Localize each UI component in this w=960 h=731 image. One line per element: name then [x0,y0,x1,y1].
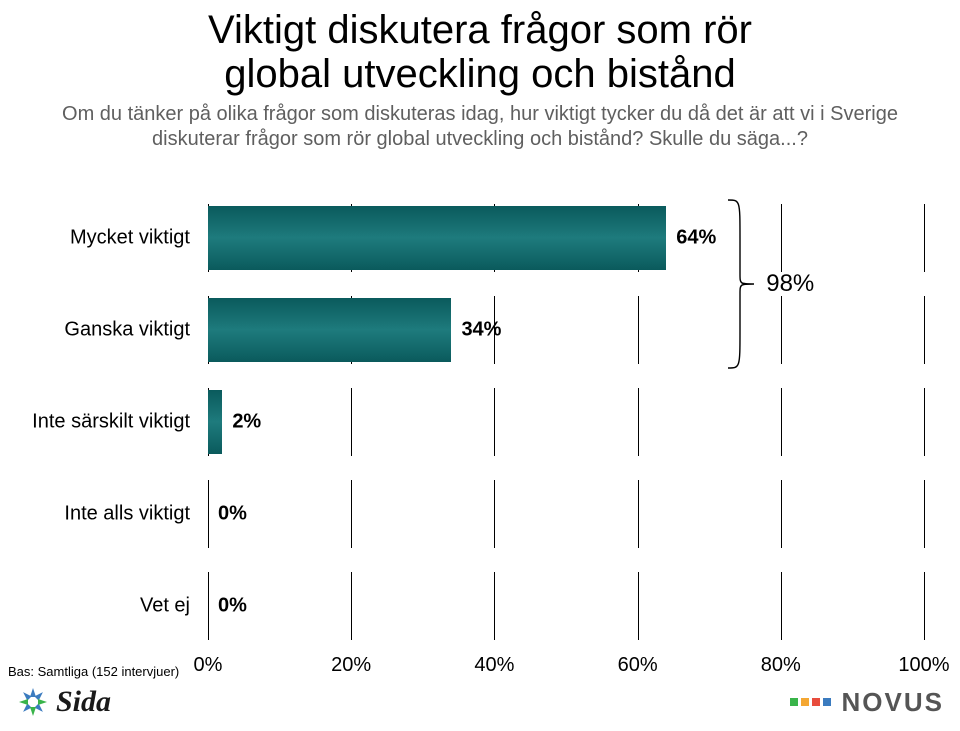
tick-mark [781,572,782,640]
category-label: Vet ej [0,595,198,618]
value-label: 2% [232,411,261,434]
axis-tick-label: 0% [194,654,223,677]
tick-mark [494,572,495,640]
title-line-1: Viktigt diskutera frågor som rör [0,8,960,52]
plot-area: 34% [208,290,924,370]
bar [208,206,666,270]
sida-logo-icon [16,685,50,719]
axis-tick-label: 60% [618,654,658,677]
sum-label: 98% [766,270,814,298]
chart-row: Mycket viktigt 64% [0,198,960,278]
tick-mark [494,480,495,548]
tick-mark [351,388,352,456]
novus-square-icon [812,698,820,706]
subtitle-line-2: diskuterar frågor som rör global utveckl… [0,127,960,152]
tick-mark [638,296,639,364]
axis-tick-label: 100% [898,654,949,677]
category-label: Inte alls viktigt [0,503,198,526]
tick-mark [924,388,925,456]
plot-area: 0% [208,566,924,646]
tick-mark [638,480,639,548]
tick-mark [351,572,352,640]
novus-square-icon [790,698,798,706]
value-label: 0% [218,503,247,526]
footer-note: Bas: Samtliga (152 intervjuer) [8,664,179,679]
plot-area: 64% [208,198,924,278]
tick-mark [494,388,495,456]
tick-mark [351,480,352,548]
category-label: Inte särskilt viktigt [0,411,198,434]
tick-mark [638,388,639,456]
subtitle-line-1: Om du tänker på olika frågor som diskute… [0,102,960,127]
tick-mark [638,572,639,640]
category-label: Ganska viktigt [0,319,198,342]
sida-logo-text: Sida [56,685,111,719]
tick-mark [781,204,782,272]
value-label: 0% [218,595,247,618]
bar [208,390,222,454]
novus-logo-text: NOVUS [842,687,944,718]
sida-logo: Sida [16,685,111,719]
bar [208,298,451,362]
value-label: 64% [676,227,716,250]
novus-square-icon [801,698,809,706]
tick-mark [924,296,925,364]
axis-tick-label: 80% [761,654,801,677]
category-label: Mycket viktigt [0,227,198,250]
chart-row: Inte alls viktigt 0% [0,474,960,554]
bar-chart: Mycket viktigt 64% Ganska viktigt 34% Inte s… [0,198,960,658]
footer-logos: Sida NOVUS [0,679,960,731]
tick-mark [781,388,782,456]
chart-row: Inte särskilt viktigt 2% [0,382,960,462]
tick-mark [781,296,782,364]
tick-mark [924,204,925,272]
value-label: 34% [461,319,501,342]
tick-mark [208,572,209,640]
novus-square-icon [823,698,831,706]
tick-mark [924,480,925,548]
novus-logo-squares [790,693,834,711]
axis-tick-label: 20% [331,654,371,677]
tick-mark [924,572,925,640]
chart-title: Viktigt diskutera frågor som rör global … [0,0,960,96]
chart-row: Ganska viktigt 34% [0,290,960,370]
tick-mark [208,480,209,548]
plot-area: 0% [208,474,924,554]
chart-subtitle: Om du tänker på olika frågor som diskute… [0,102,960,152]
chart-row: Vet ej 0% [0,566,960,646]
novus-logo: NOVUS [790,687,944,718]
tick-mark [781,480,782,548]
title-line-2: global utveckling och bistånd [0,52,960,96]
axis-tick-label: 40% [474,654,514,677]
plot-area: 2% [208,382,924,462]
